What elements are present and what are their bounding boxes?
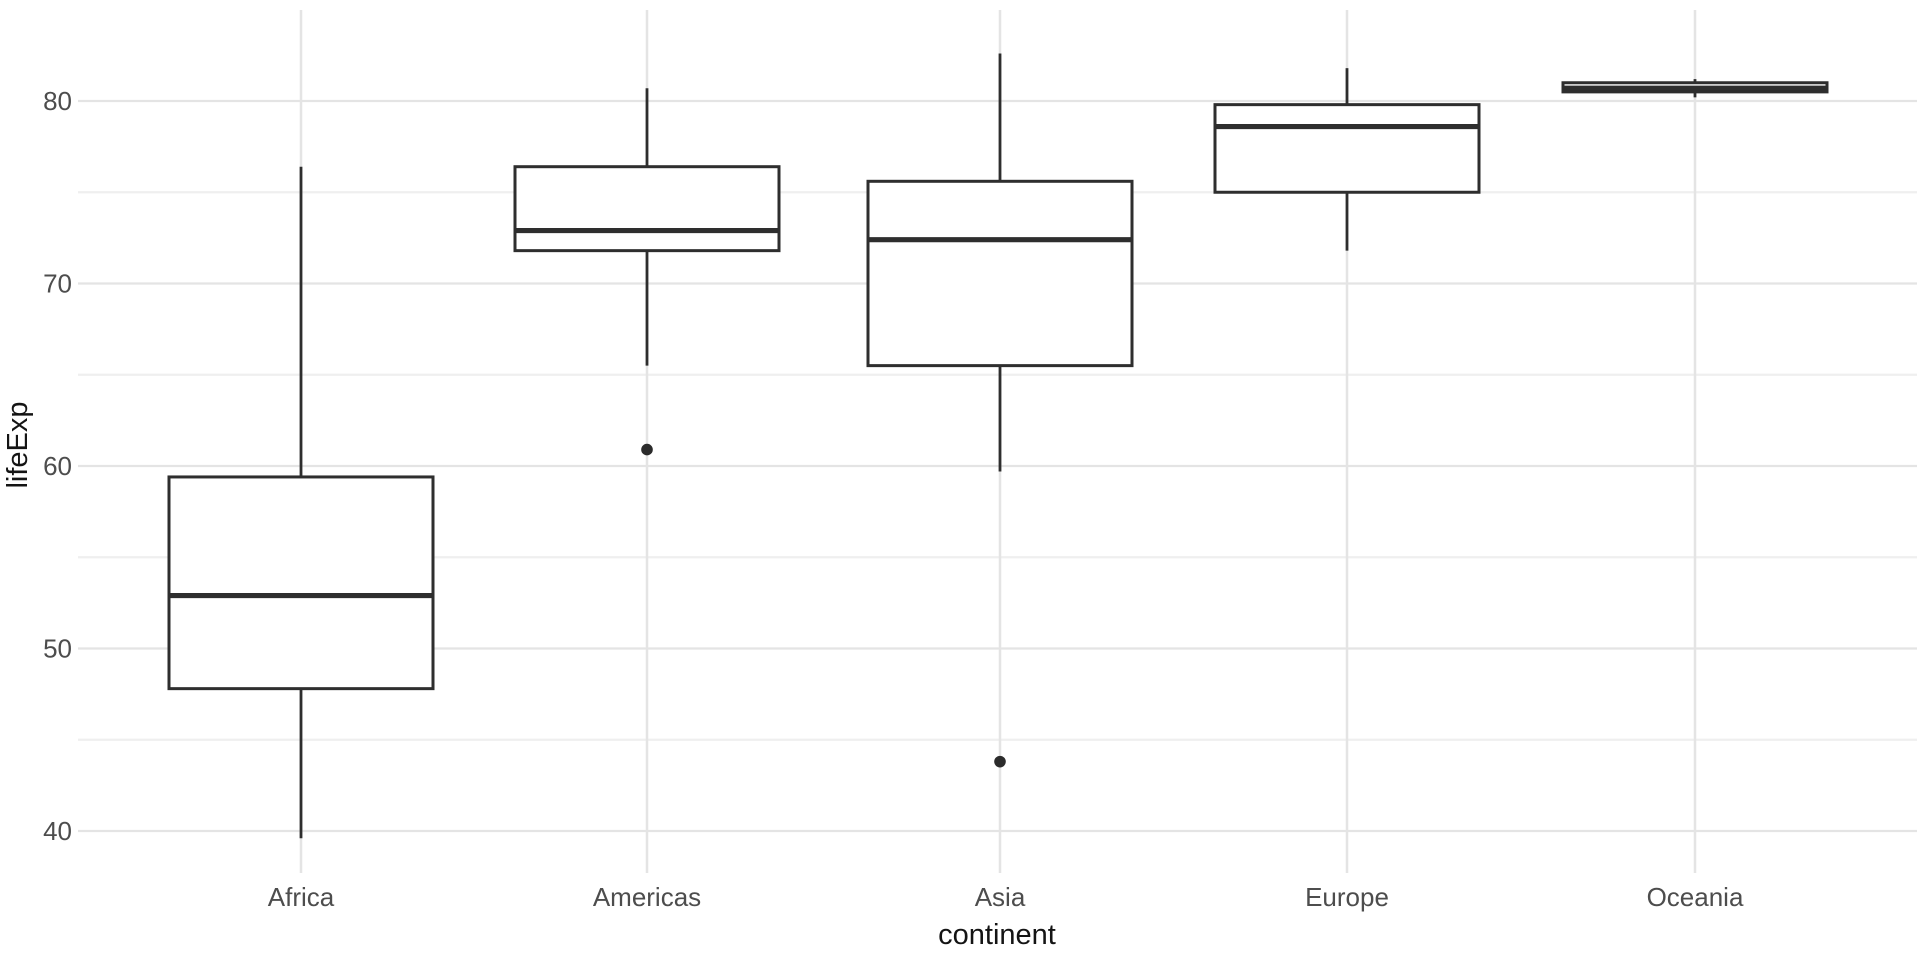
x-axis-tick-labels: Africa Americas Asia Europe Oceania xyxy=(268,882,1744,912)
x-tick-label-africa: Africa xyxy=(268,882,335,912)
iqr-box-americas xyxy=(513,165,781,253)
y-tick-label-80: 80 xyxy=(43,86,72,116)
boxplots xyxy=(167,53,1829,839)
x-tick-label-asia: Asia xyxy=(975,882,1026,912)
boxplot-oceania xyxy=(1561,79,1829,98)
iqr-box-asia xyxy=(866,179,1134,368)
x-axis-title: continent xyxy=(938,919,1056,951)
boxplot-africa xyxy=(167,166,435,839)
outlier-point-americas-0 xyxy=(641,443,653,456)
boxplot-asia xyxy=(866,53,1134,768)
y-tick-label-70: 70 xyxy=(43,269,72,299)
x-tick-label-americas: Americas xyxy=(593,882,701,912)
outlier-point-asia-0 xyxy=(994,755,1006,768)
y-tick-label-40: 40 xyxy=(43,816,72,846)
y-tick-label-50: 50 xyxy=(43,634,72,664)
boxplot-europe xyxy=(1213,68,1481,251)
y-axis-title: lifeExp xyxy=(2,401,34,488)
iqr-box-europe xyxy=(1213,103,1481,194)
x-tick-label-oceania: Oceania xyxy=(1647,882,1744,912)
vertical-gridlines xyxy=(299,10,1697,873)
x-tick-label-europe: Europe xyxy=(1305,882,1389,912)
y-axis-tick-labels: 40 50 60 70 80 xyxy=(43,86,72,846)
y-tick-label-60: 60 xyxy=(43,451,72,481)
boxplot-americas xyxy=(513,88,781,456)
iqr-box-africa xyxy=(167,475,435,691)
